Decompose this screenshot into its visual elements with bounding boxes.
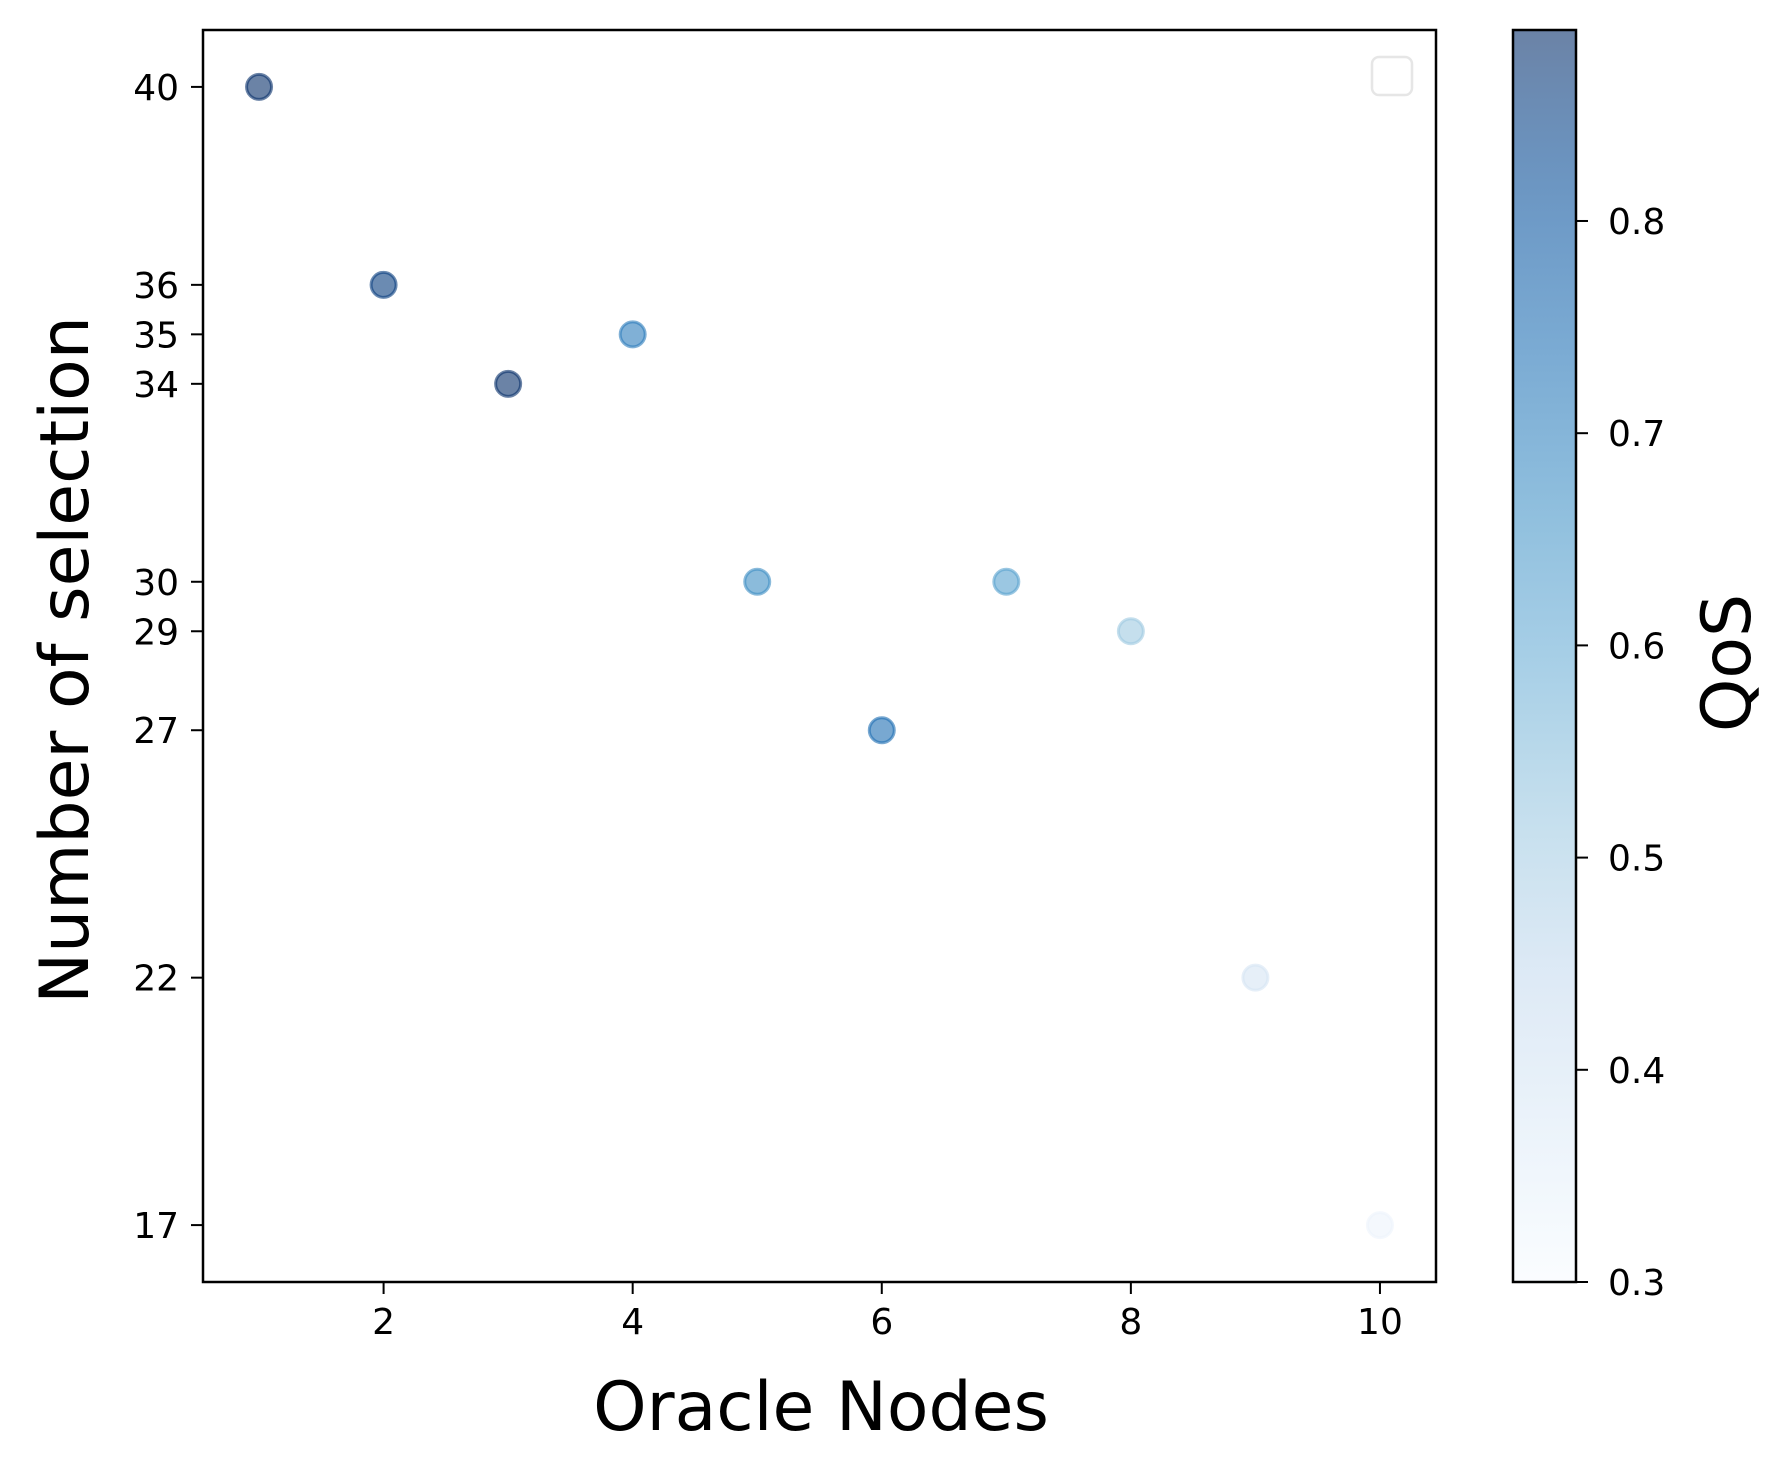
colorbar-tick-label: 0.3 — [1608, 1263, 1665, 1304]
y-tick-label: 30 — [133, 563, 179, 604]
x-tick-label: 4 — [621, 1302, 644, 1343]
y-tick-label: 40 — [133, 68, 179, 109]
y-tick-label: 35 — [133, 315, 179, 356]
y-tick-label: 17 — [133, 1206, 179, 1247]
data-point-4 — [618, 320, 647, 349]
colorbar-label: QoS — [1688, 594, 1767, 732]
colorbar-gradient — [1511, 28, 1578, 1284]
x-tick-label: 8 — [1119, 1302, 1142, 1343]
x-tick-label: 2 — [372, 1302, 395, 1343]
data-point-10 — [1365, 1211, 1394, 1240]
x-axis: 2 4 6 8 10 — [372, 1282, 1403, 1343]
x-tick-label: 6 — [870, 1302, 893, 1343]
y-tick-label: 27 — [133, 711, 179, 752]
colorbar-tick-label: 0.7 — [1608, 414, 1665, 455]
data-point-9 — [1241, 963, 1270, 992]
data-point-8 — [1116, 617, 1145, 646]
colorbar: 0.3 0.4 0.5 0.6 0.7 0.8 — [1511, 28, 1665, 1304]
colorbar-tick-label: 0.4 — [1608, 1051, 1665, 1092]
x-tick-label: 10 — [1357, 1302, 1403, 1343]
colorbar-tick-label: 0.8 — [1608, 202, 1665, 243]
plot-frame — [201, 28, 1438, 1284]
data-point-6 — [867, 716, 896, 745]
legend-box — [1370, 55, 1414, 97]
y-tick-label: 36 — [133, 266, 179, 307]
data-point-7 — [992, 567, 1021, 596]
data-point-2 — [369, 270, 398, 299]
colorbar-tick-label: 0.6 — [1608, 626, 1665, 667]
y-tick-label: 22 — [133, 959, 179, 1000]
data-points — [245, 72, 1394, 1240]
data-point-1 — [245, 72, 274, 101]
y-axis-label: Number of selection — [26, 316, 105, 1004]
x-axis-label: Oracle Nodes — [593, 1368, 1049, 1447]
y-tick-label: 34 — [133, 365, 179, 406]
data-point-3 — [494, 369, 523, 398]
y-axis: 17 22 27 29 30 34 35 36 40 — [133, 68, 203, 1247]
data-point-5 — [743, 567, 772, 596]
colorbar-tick-label: 0.5 — [1608, 839, 1665, 880]
legend — [1370, 55, 1414, 97]
y-tick-label: 29 — [133, 612, 179, 653]
plot-area — [201, 28, 1438, 1284]
